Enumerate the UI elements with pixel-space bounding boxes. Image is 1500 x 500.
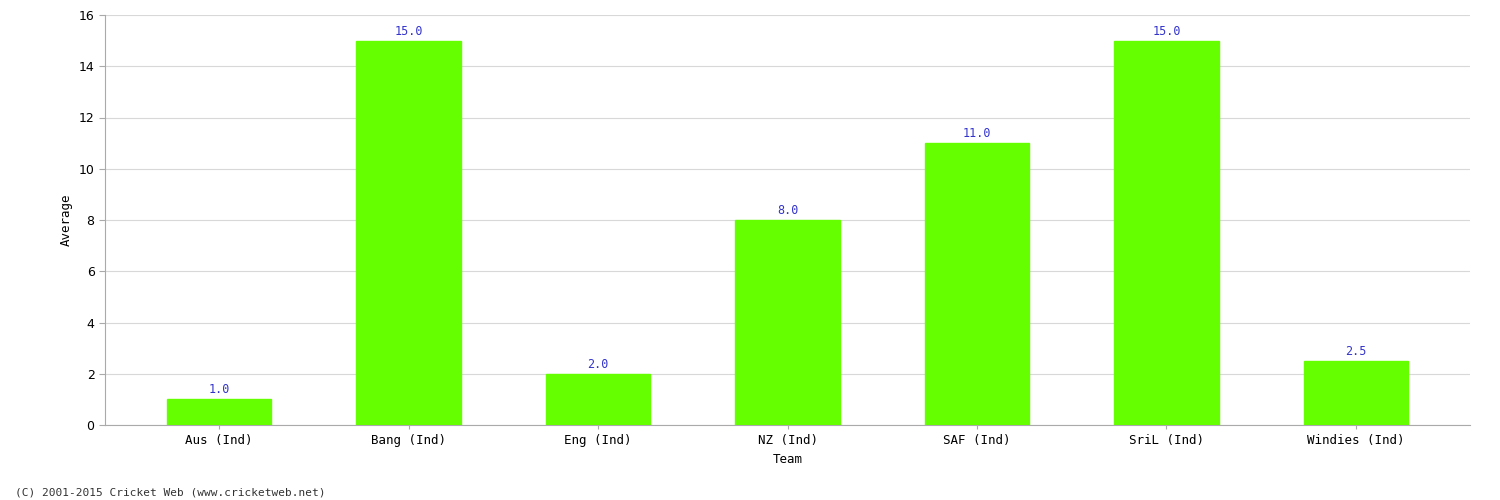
Bar (357, 40, 460, 425)
Bar (735, 220, 840, 425)
Bar (546, 374, 650, 425)
Bar (1114, 40, 1218, 425)
Text: 15.0: 15.0 (1152, 24, 1180, 38)
Text: 11.0: 11.0 (963, 127, 992, 140)
Y-axis label: Average: Average (60, 194, 74, 246)
Text: 8.0: 8.0 (777, 204, 798, 217)
X-axis label: Team: Team (772, 452, 802, 466)
Text: 1.0: 1.0 (209, 384, 230, 396)
Bar (926, 143, 1029, 425)
Text: 2.5: 2.5 (1346, 345, 1366, 358)
Text: (C) 2001-2015 Cricket Web (www.cricketweb.net): (C) 2001-2015 Cricket Web (www.cricketwe… (15, 488, 326, 498)
Bar (1304, 361, 1408, 425)
Text: 15.0: 15.0 (394, 24, 423, 38)
Text: 2.0: 2.0 (588, 358, 609, 370)
Bar (166, 400, 272, 425)
